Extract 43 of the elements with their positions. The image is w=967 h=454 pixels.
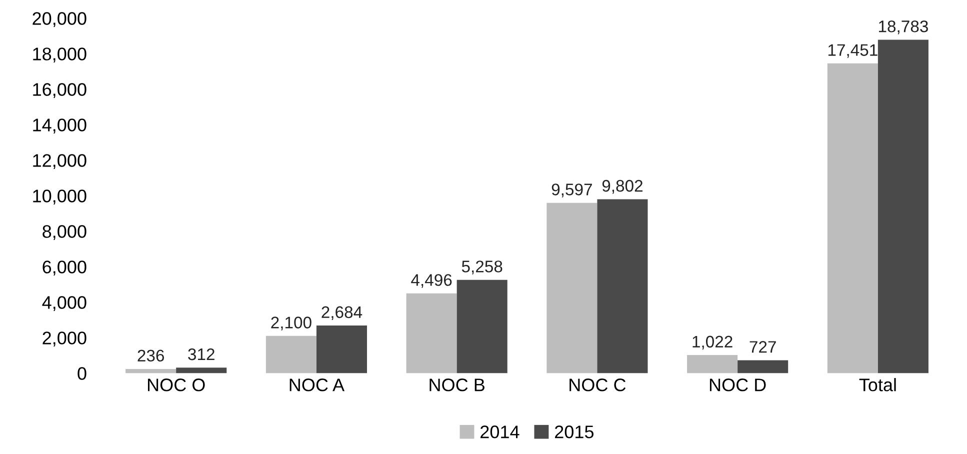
text: 9,597 (552, 184, 592, 198)
bar (546, 202, 598, 374)
text: 727 (750, 341, 776, 353)
y-tick-label: 20,000 (32, 12, 86, 28)
y-tick-label: 18,000 (33, 48, 86, 63)
y-tick-label: 0 (78, 367, 86, 380)
text: 17,451 (828, 44, 878, 58)
text: 312 (188, 348, 214, 360)
x-tick-label: NOC O (148, 378, 205, 392)
text: 2,684 (322, 306, 362, 320)
legend-label: 2014 (480, 426, 520, 438)
bar (687, 355, 738, 374)
y-tick-label: 6,000 (42, 260, 86, 276)
x-tick-label: Total (859, 378, 896, 392)
y-tick-label: 12,000 (33, 154, 86, 170)
text: 236 (138, 350, 164, 362)
bar (126, 369, 176, 374)
y-tick-label: 8,000 (42, 225, 86, 240)
bar (827, 63, 878, 374)
x-tick-label: NOC B (430, 378, 484, 392)
x-tick-label: NOC A (290, 378, 345, 392)
text: 2,100 (271, 316, 312, 330)
bar (878, 40, 928, 374)
x-tick-label: NOC C (570, 378, 626, 392)
y-tick-label: 10,000 (33, 190, 86, 205)
text: 1,022 (692, 336, 732, 350)
bar (597, 199, 648, 374)
y-tick-label: 4,000 (42, 296, 86, 312)
bar (406, 293, 457, 374)
text: 18,783 (878, 20, 928, 34)
text: 9,802 (602, 180, 642, 194)
text: 5,258 (462, 260, 502, 274)
bar (738, 360, 788, 374)
x-tick-label: NOC D (710, 378, 766, 392)
y-tick-label: 2,000 (42, 332, 86, 347)
bar (176, 368, 227, 374)
text: 4,496 (411, 274, 452, 288)
y-tick-label: 16,000 (33, 83, 86, 98)
bar (316, 326, 367, 374)
y-tick-label: 14,000 (33, 118, 86, 134)
legend-label: 2015 (555, 426, 594, 438)
bar (266, 336, 316, 374)
bar (456, 280, 508, 374)
